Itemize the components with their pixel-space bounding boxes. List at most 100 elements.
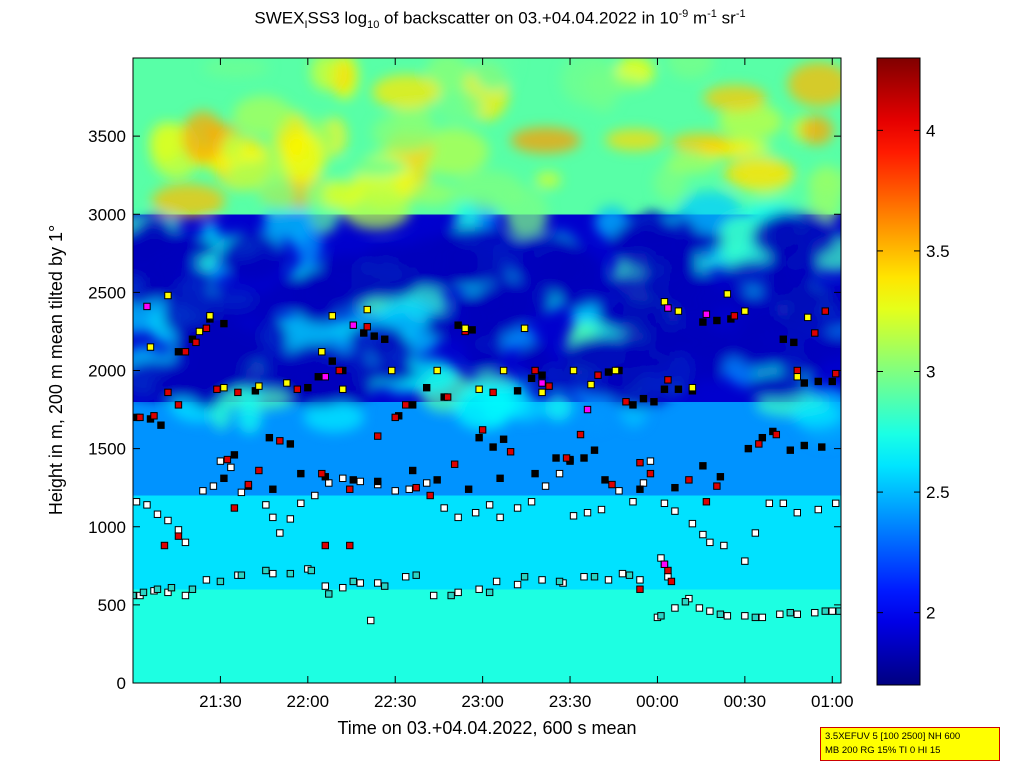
- white-marker: [793, 610, 801, 618]
- black-marker: [779, 335, 788, 343]
- yellow-marker: [206, 312, 214, 320]
- title-part: sr: [716, 8, 736, 28]
- heatmap-cell: [398, 236, 479, 289]
- chart-title: SWEXISS3 log10 of backscatter on 03.+04.…: [0, 8, 1000, 31]
- yellow-marker: [688, 383, 697, 392]
- heatmap-cell: [311, 263, 376, 310]
- white-marker: [657, 554, 665, 562]
- red-marker: [391, 413, 399, 422]
- red-marker: [160, 541, 169, 550]
- y-tick-label: 2000: [88, 362, 126, 381]
- white-marker: [454, 513, 462, 522]
- black-marker: [552, 454, 560, 462]
- white-marker: [262, 501, 270, 509]
- white-marker: [629, 498, 637, 506]
- teal-marker: [412, 571, 420, 579]
- white-marker: [429, 591, 438, 600]
- y-tick-label: 500: [98, 596, 126, 615]
- black-marker: [531, 469, 539, 478]
- heatmap-cell: [666, 152, 719, 174]
- red-marker: [594, 371, 602, 379]
- red-marker: [412, 483, 420, 492]
- red-marker: [636, 458, 644, 467]
- heatmap-cell: [401, 358, 458, 394]
- white-marker: [209, 482, 218, 490]
- black-marker: [580, 454, 588, 462]
- white-marker: [814, 505, 822, 514]
- teal-marker: [751, 613, 760, 622]
- white-marker: [391, 487, 399, 495]
- black-marker: [464, 485, 473, 493]
- heatmap-cell: [220, 232, 285, 281]
- teal-marker: [520, 573, 529, 581]
- black-marker: [699, 462, 707, 470]
- x-axis-label: Time on 03.+04.04.2022, 600 s mean: [337, 718, 636, 738]
- red-marker: [646, 469, 655, 478]
- black-marker: [818, 443, 826, 451]
- red-marker: [531, 366, 539, 375]
- red-marker: [181, 348, 190, 356]
- colorbar-ticks: 2 2.5 3 3.5 4: [877, 121, 950, 623]
- yellow-marker: [318, 348, 326, 356]
- red-marker: [478, 426, 487, 434]
- title-part: of backscatter on 03.+04.04.2022 in 10: [379, 8, 679, 28]
- red-marker: [489, 388, 497, 397]
- black-marker: [265, 433, 274, 442]
- red-marker: [506, 448, 515, 456]
- white-marker: [671, 604, 679, 612]
- yellow-marker: [255, 382, 263, 390]
- param-line-1: 3.5XEFUV 5 [100 2500] NH 600: [825, 731, 961, 742]
- yellow-marker: [388, 366, 396, 375]
- white-marker: [237, 488, 246, 497]
- heatmap-cell: [666, 216, 700, 269]
- heatmap-cell: [221, 133, 243, 161]
- black-marker: [790, 338, 798, 347]
- x-axis: 21:30 22:00 22:30 23:00 23:30 00:00 00:30 01:00: [199, 58, 854, 711]
- heatmap-cell: [470, 58, 517, 91]
- heatmap-cell: [694, 330, 728, 382]
- x-tick-label: 21:30: [199, 692, 242, 711]
- red-marker: [702, 498, 711, 506]
- black-marker: [639, 394, 648, 403]
- magenta-marker: [538, 379, 546, 387]
- black-marker: [468, 326, 476, 334]
- red-marker: [346, 541, 354, 550]
- heatmap-cell: [251, 315, 289, 370]
- teal-marker: [555, 577, 564, 586]
- white-marker: [751, 529, 760, 537]
- heatmap-cell: [453, 383, 514, 431]
- title-subscript: I: [304, 19, 308, 32]
- red-marker: [832, 369, 840, 378]
- teal-marker: [381, 582, 389, 590]
- white-marker: [580, 573, 588, 581]
- black-marker: [499, 435, 508, 443]
- black-marker: [513, 387, 522, 395]
- colorbar-tick-label: 3.5: [926, 242, 950, 261]
- black-marker: [422, 383, 431, 392]
- white-marker: [181, 538, 190, 547]
- white-marker: [297, 499, 305, 508]
- white-marker: [636, 576, 644, 584]
- black-marker: [828, 377, 836, 386]
- white-marker: [276, 529, 284, 537]
- white-marker: [496, 513, 504, 522]
- magenta-marker: [702, 310, 711, 318]
- white-marker: [538, 576, 546, 584]
- black-marker: [758, 433, 767, 442]
- y-tick-label: 1000: [88, 518, 126, 537]
- white-marker: [639, 479, 648, 487]
- yellow-marker: [363, 305, 371, 314]
- black-marker: [374, 477, 382, 486]
- teal-marker: [447, 591, 455, 600]
- red-marker: [608, 480, 616, 489]
- white-marker: [405, 485, 413, 493]
- colorbar-tick-label: 4: [926, 121, 935, 140]
- magenta-marker: [349, 321, 357, 329]
- red-marker: [321, 541, 329, 550]
- x-tick-label: 23:00: [461, 692, 504, 711]
- black-marker: [381, 335, 389, 343]
- red-marker: [276, 437, 284, 445]
- heatmap-cell: [202, 58, 270, 78]
- heatmap-cell: [553, 251, 603, 310]
